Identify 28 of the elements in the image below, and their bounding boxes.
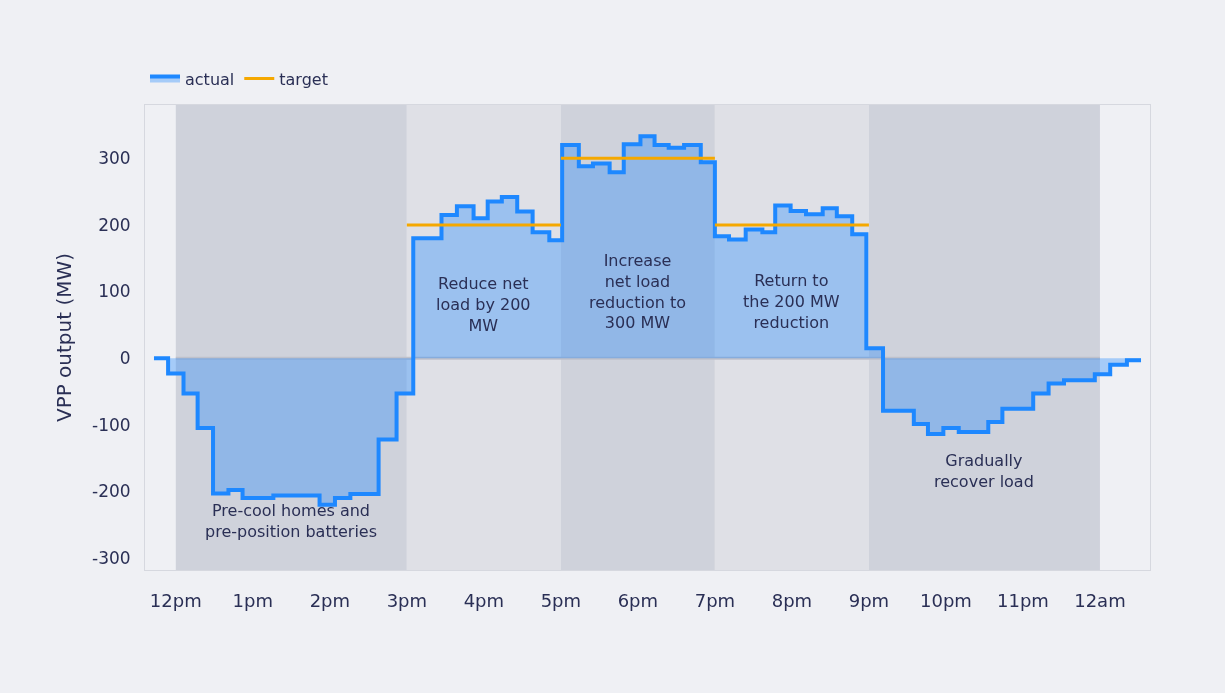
y-tick-label: -100 — [92, 414, 131, 435]
y-tick-label: -200 — [92, 481, 131, 502]
y-tick-label: 300 — [98, 148, 131, 169]
x-tick-label: 6pm — [617, 589, 659, 611]
x-tick-label: 7pm — [694, 589, 736, 611]
x-tick-label: 4pm — [463, 589, 505, 611]
y-tick-label: -300 — [92, 547, 131, 568]
band-label: Pre-cool homes and pre-position batteries — [205, 501, 378, 541]
y-tick-label: 100 — [98, 281, 131, 302]
y-tick-label: 0 — [119, 348, 131, 369]
x-tick-label: 3pm — [386, 589, 428, 611]
band-label: Increase net load reduction to 300 MW — [589, 251, 686, 333]
y-axis-title: VPP output (MW) — [51, 252, 76, 423]
legend-label: actual — [185, 69, 235, 89]
band-label: Reduce net load by 200 MW — [436, 274, 531, 335]
y-tick-label: 200 — [98, 214, 131, 235]
x-tick-label: 1pm — [232, 589, 274, 611]
legend-label: target — [279, 69, 328, 89]
band-label: Return to the 200 MW reduction — [743, 271, 840, 332]
x-tick-label: 2pm — [309, 589, 351, 611]
x-tick-label: 5pm — [540, 589, 582, 611]
x-tick-label: 10pm — [919, 589, 972, 611]
x-tick-label: 12am — [1074, 589, 1126, 611]
x-tick-label: 8pm — [771, 589, 813, 611]
band-label: Gradually recover load — [934, 451, 1034, 491]
x-tick-label: 11pm — [996, 589, 1049, 611]
x-tick-label: 12pm — [149, 589, 202, 611]
x-tick-label: 9pm — [848, 589, 890, 611]
